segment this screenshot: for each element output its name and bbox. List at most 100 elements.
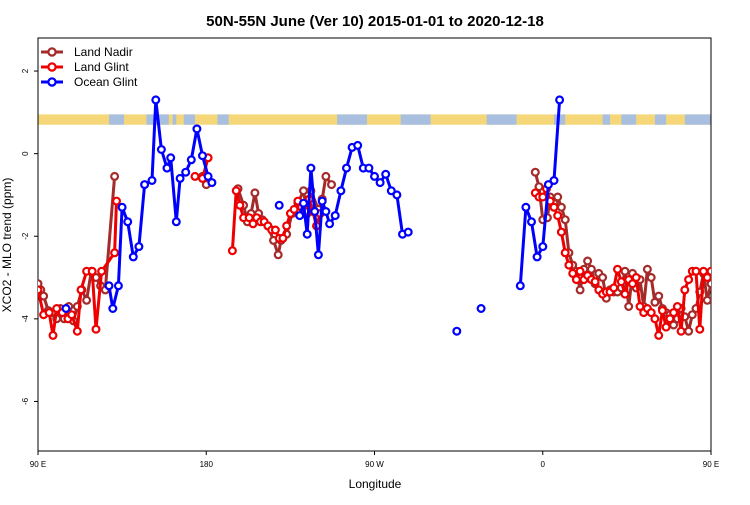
x-tick-label: 0 xyxy=(541,460,546,469)
data-point xyxy=(620,289,630,299)
data-point xyxy=(156,145,166,155)
mask-band-ocean xyxy=(217,114,229,125)
data-point xyxy=(386,186,396,196)
data-point xyxy=(270,225,280,235)
y-tick-label: -2 xyxy=(21,232,30,240)
data-point xyxy=(530,167,540,177)
data-point xyxy=(140,180,150,190)
y-tick-label: 2 xyxy=(21,68,30,73)
data-point xyxy=(162,163,172,173)
data-point xyxy=(575,266,585,276)
data-point xyxy=(110,171,120,181)
data-point xyxy=(612,264,622,274)
data-point xyxy=(553,211,563,221)
legend-marker xyxy=(47,77,57,87)
x-tick-label: 90 E xyxy=(30,460,46,469)
data-point xyxy=(654,330,664,340)
data-point xyxy=(680,285,690,295)
data-point xyxy=(295,211,305,221)
data-point xyxy=(669,320,679,330)
data-point xyxy=(289,204,299,214)
data-point xyxy=(134,242,144,252)
mask-band-ocean xyxy=(621,114,637,125)
y-axis-label: XCO2 - MLO trend (ppm) xyxy=(0,178,14,313)
data-point xyxy=(564,260,574,270)
mask-band-ocean xyxy=(337,114,368,125)
data-point xyxy=(302,229,312,239)
data-point xyxy=(381,169,391,179)
data-point xyxy=(203,171,213,181)
data-point xyxy=(97,266,107,276)
data-point xyxy=(306,163,316,173)
y-axis: 2 0 -2 -4 -6 xyxy=(21,68,38,405)
data-point xyxy=(113,281,123,291)
data-point xyxy=(192,124,202,134)
data-point xyxy=(82,295,92,305)
data-point xyxy=(336,186,346,196)
data-point xyxy=(375,178,385,188)
data-point xyxy=(620,266,630,276)
data-point xyxy=(583,256,593,266)
data-point xyxy=(72,326,82,336)
series-land-glint xyxy=(38,153,711,340)
mask-band-ocean xyxy=(183,114,196,125)
data-point xyxy=(646,308,656,318)
data-point xyxy=(274,200,284,210)
data-point xyxy=(123,217,133,227)
data-point xyxy=(616,277,626,287)
data-point xyxy=(627,279,637,289)
data-point xyxy=(175,173,185,183)
data-point xyxy=(609,283,619,293)
data-point xyxy=(556,227,566,237)
data-point xyxy=(207,178,217,188)
mask-band-ocean xyxy=(486,114,517,125)
data-point xyxy=(108,304,118,314)
series-layer xyxy=(38,95,711,340)
data-point xyxy=(526,217,536,227)
data-point xyxy=(661,322,671,332)
data-point xyxy=(321,171,331,181)
data-point xyxy=(278,233,288,243)
data-point xyxy=(330,211,340,221)
data-point xyxy=(684,326,694,336)
y-tick-label: 0 xyxy=(21,151,30,156)
data-point xyxy=(538,192,548,202)
data-point xyxy=(231,186,241,196)
data-point xyxy=(575,285,585,295)
data-point xyxy=(310,207,320,217)
data-point xyxy=(61,304,71,314)
data-point xyxy=(534,182,544,192)
data-point xyxy=(198,151,208,161)
data-point xyxy=(38,285,43,295)
data-point xyxy=(646,273,656,283)
legend-item: Land Nadir xyxy=(41,45,133,59)
data-point xyxy=(532,252,542,262)
data-point xyxy=(186,155,196,165)
data-point xyxy=(695,324,705,334)
series-line xyxy=(38,201,118,337)
data-point xyxy=(190,171,200,181)
mask-band-ocean xyxy=(684,114,711,125)
data-point xyxy=(353,140,363,150)
data-point xyxy=(52,304,62,314)
series-ocean-glint xyxy=(61,95,565,336)
data-point xyxy=(282,221,292,231)
data-point xyxy=(684,275,694,285)
data-point xyxy=(702,295,711,305)
data-point xyxy=(555,95,565,105)
x-tick-label: 90 E xyxy=(703,460,719,469)
data-point xyxy=(104,281,114,291)
mask-band-ocean xyxy=(400,114,431,125)
data-point xyxy=(476,304,486,314)
mask-band-ocean xyxy=(172,114,177,125)
data-point xyxy=(568,268,578,278)
data-point xyxy=(543,180,553,190)
data-point xyxy=(642,264,652,274)
data-point xyxy=(110,248,120,258)
chart-title: 50N-55N June (Ver 10) 2015-01-01 to 2020… xyxy=(206,13,544,30)
data-point xyxy=(235,200,245,210)
data-point xyxy=(364,163,374,173)
data-point xyxy=(171,217,181,227)
